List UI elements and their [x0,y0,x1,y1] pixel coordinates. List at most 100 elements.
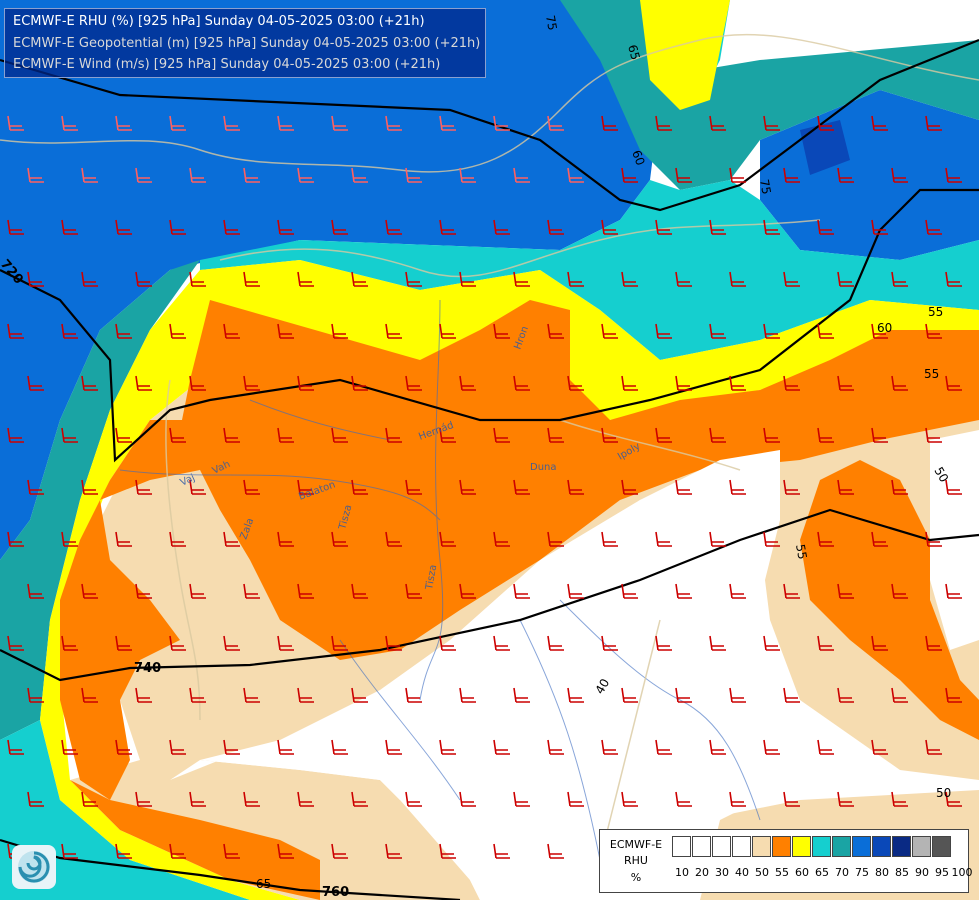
legend-tick-label: 20 [695,866,709,879]
wind-barb [729,479,746,495]
wind-barb [439,739,456,755]
wind-barb [729,167,746,183]
wind-barb [189,479,206,495]
wind-barb [405,791,422,807]
wind-barb [27,583,44,599]
wind-barb [223,635,240,651]
wind-barb [567,583,584,599]
wind-barb [567,375,584,391]
wind-barb [61,739,78,755]
wind-barb [493,531,510,547]
rhu-label: 75 [757,178,773,195]
legend-tick-label: 65 [815,866,829,879]
wind-barb [925,219,942,235]
wind-barb [763,323,780,339]
wind-barb [621,687,638,703]
wind-barb [351,167,368,183]
wind-barb [925,115,942,131]
wind-barb [169,635,186,651]
wind-barb [817,531,834,547]
rhu-label: 65 [625,43,642,61]
wind-barb [493,843,510,859]
wind-barb [331,323,348,339]
wind-barb [783,687,800,703]
wind-barb [925,427,942,443]
wind-barb [601,635,618,651]
wind-barb [277,427,294,443]
legend-tick-label: 10 [675,866,689,879]
wind-barb [115,219,132,235]
wind-barb [331,843,348,859]
legend-tick-label: 30 [715,866,729,879]
wind-barb [817,635,834,651]
wind-barb [513,583,530,599]
wind-barb [243,479,260,495]
legend-tick-label: 100 [951,866,973,879]
wind-barb [331,427,348,443]
wind-barb [115,323,132,339]
wind-barb [439,115,456,131]
geopotential-contour-upper [0,38,979,212]
wind-barb [7,115,24,131]
geopotential-contour-720 [0,188,979,463]
wind-barb [243,167,260,183]
wind-barb [189,583,206,599]
wind-barb [385,635,402,651]
wind-barb [891,271,908,287]
wind-barb [135,271,152,287]
wind-barb [547,531,564,547]
wind-barb [223,739,240,755]
header-wind-title: ECMWF-E Wind (m/s) [925 hPa] Sunday 04-0… [13,57,441,72]
wind-barb [945,791,962,807]
legend-tick-label: 55 [775,866,789,879]
wind-barb [439,219,456,235]
wind-barb [513,791,530,807]
wind-barb [115,531,132,547]
wind-barb [115,843,132,859]
wind-barb [459,167,476,183]
wind-barb [547,843,564,859]
wind-barb [331,635,348,651]
wind-barb [891,583,908,599]
wind-barb [655,635,672,651]
provider-logo [12,845,56,889]
wind-barb [135,687,152,703]
wind-barb [459,375,476,391]
wind-barb [385,843,402,859]
wind-barb [493,219,510,235]
wind-barb [675,687,692,703]
map-header: ECMWF-E RHU (%) [925 hPa] Sunday 04-05-2… [4,8,486,78]
wind-barb [135,167,152,183]
wind-barb [189,167,206,183]
wind-barb [169,427,186,443]
wind-barb [655,323,672,339]
legend-color-box [912,836,931,857]
wind-barb [331,115,348,131]
legend-color-box [692,836,711,857]
wind-barb [189,271,206,287]
legend-param: RHU [624,854,648,867]
wind-barb [277,115,294,131]
wind-barb [169,323,186,339]
wind-barb [459,479,476,495]
wind-barb [81,479,98,495]
wind-barb [547,323,564,339]
wind-barb [135,791,152,807]
wind-barb [61,427,78,443]
wind-barb [729,687,746,703]
wind-barb [7,635,24,651]
rhu-label: 55 [793,543,809,560]
legend-tick-label: 70 [835,866,849,879]
wind-barb [871,531,888,547]
wind-barb [675,479,692,495]
rhu-label: 55 [924,367,939,381]
wind-barb [223,219,240,235]
wind-barb [817,219,834,235]
wind-barb [675,791,692,807]
wind-barb [351,583,368,599]
wind-barb [439,427,456,443]
rhu-label: 60 [629,148,647,167]
wind-barb [27,687,44,703]
legend-color-box [672,836,691,857]
